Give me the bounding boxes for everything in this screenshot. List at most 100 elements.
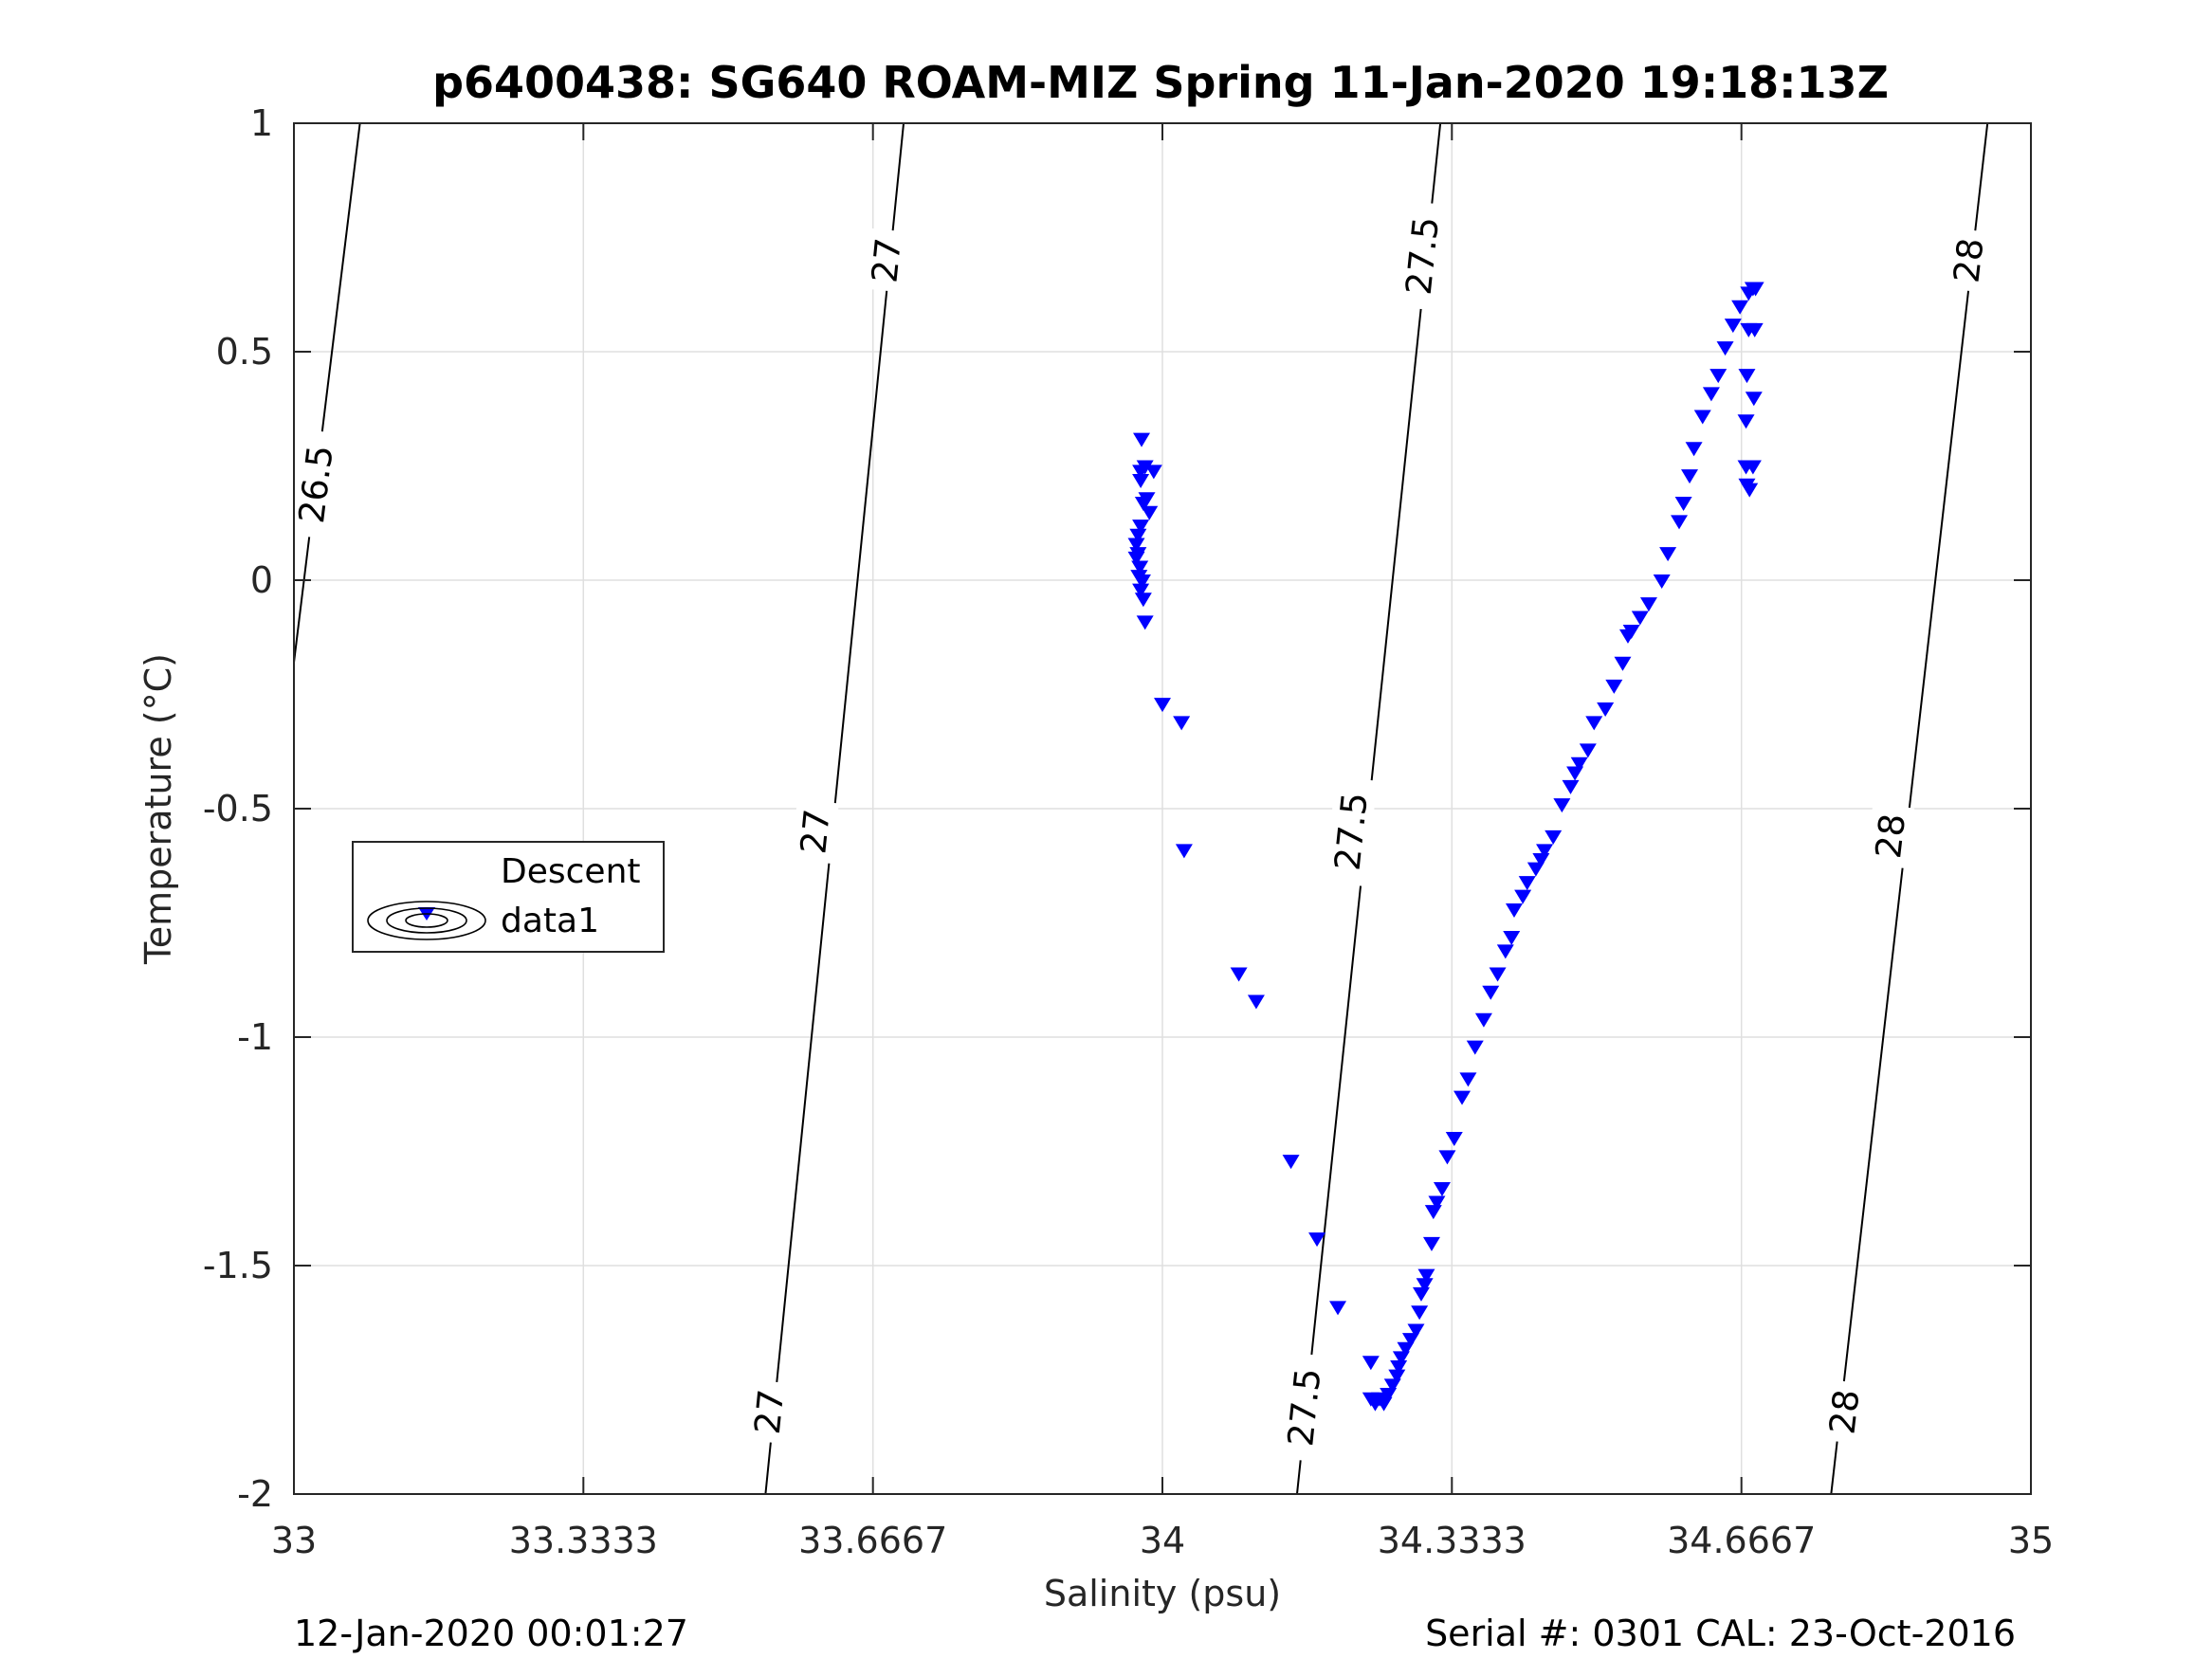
contour-label: 27.5	[1277, 1352, 1331, 1463]
descent-point	[1407, 1323, 1425, 1339]
svg-text:27.5: 27.5	[1327, 791, 1376, 872]
descent-point	[1681, 469, 1699, 484]
contour-label: 28	[1944, 228, 1993, 293]
y-tick-label: 1	[250, 102, 273, 144]
contour-label: 28	[1866, 803, 1915, 869]
legend-box	[352, 841, 665, 953]
chart-title: p6400438: SG640 ROAM-MIZ Spring 11-Jan-2…	[432, 57, 1889, 108]
descent-point	[1154, 698, 1171, 713]
descent-point	[1674, 497, 1692, 512]
descent-point	[1141, 505, 1159, 520]
x-tick-label: 35	[2008, 1520, 2054, 1561]
descent-point	[1133, 432, 1151, 447]
descent-point	[1716, 341, 1734, 356]
descent-point	[1496, 944, 1514, 959]
svg-text:26.5: 26.5	[291, 443, 341, 525]
descent-point	[1173, 716, 1191, 731]
density-contours: 26.5 27 27 27 27.5 27.5 27.5 28 28 28	[288, 122, 1993, 1495]
y-axis-label: Temperature (°C)	[137, 653, 179, 965]
y-tick-label: 0.5	[216, 331, 273, 373]
y-tick-label: -0.5	[203, 788, 273, 830]
descent-point	[1411, 1305, 1429, 1321]
descent-point	[1693, 410, 1711, 425]
descent-point	[1622, 625, 1640, 640]
svg-text:27: 27	[747, 1388, 793, 1436]
descent-point	[1329, 1301, 1347, 1316]
descent-point	[1132, 473, 1150, 488]
legend-contour-icon	[367, 901, 486, 940]
x-tick-label: 34	[1140, 1520, 1185, 1561]
descent-point	[1230, 967, 1248, 982]
descent-point	[1129, 528, 1147, 543]
descent-point	[1744, 460, 1762, 475]
descent-point	[1362, 1356, 1380, 1371]
descent-point	[1659, 547, 1677, 562]
descent-point	[1132, 583, 1150, 598]
descent-point	[1390, 1360, 1408, 1376]
x-tick-label: 33.6667	[798, 1520, 947, 1561]
descent-point	[1745, 392, 1763, 407]
svg-text:28: 28	[1822, 1387, 1868, 1436]
descent-point	[1433, 1182, 1451, 1197]
descent-point	[1545, 830, 1563, 845]
svg-text:27.5: 27.5	[1398, 215, 1447, 297]
x-tick-label: 34.3333	[1378, 1520, 1526, 1561]
descent-point	[1459, 1072, 1477, 1087]
descent-point	[1127, 538, 1145, 553]
x-tick-label: 34.6667	[1667, 1520, 1816, 1561]
descent-point	[1653, 574, 1671, 589]
descent-point	[1308, 1232, 1326, 1248]
descent-points	[1127, 282, 1764, 1412]
descent-point	[1397, 1341, 1415, 1357]
descent-point	[1144, 465, 1162, 480]
descent-point	[1428, 1195, 1446, 1211]
x-axis: 33 33.3333 33.6667 34 34.3333 34.6667 35	[271, 123, 2054, 1561]
contour-label: 27.5	[1396, 200, 1449, 311]
descent-point	[1737, 414, 1755, 429]
descent-point	[1445, 1132, 1463, 1147]
descent-point	[1746, 322, 1764, 337]
descent-point	[1518, 876, 1536, 891]
descent-point	[1131, 560, 1149, 575]
contour-label: 27	[744, 1379, 794, 1445]
descent-point	[1724, 319, 1742, 334]
descent-point	[1741, 483, 1759, 498]
descent-point	[1388, 1369, 1406, 1384]
descent-point	[1639, 597, 1657, 612]
contour-label: 27	[791, 799, 839, 865]
y-tick-label: -1.5	[203, 1245, 273, 1286]
descent-point	[1453, 1090, 1472, 1105]
descent-point	[1597, 702, 1615, 717]
descent-point	[1474, 1012, 1492, 1028]
descent-point	[1282, 1155, 1300, 1170]
contour-label: 28	[1819, 1378, 1869, 1445]
descent-point	[1132, 465, 1150, 480]
descent-point	[1614, 656, 1632, 671]
y-tick-label: -1	[237, 1016, 273, 1058]
descent-point	[1136, 615, 1154, 630]
descent-point	[1489, 967, 1507, 982]
x-axis-label: Salinity (psu)	[1044, 1573, 1281, 1614]
descent-point	[1605, 679, 1623, 694]
descent-point	[1685, 442, 1703, 457]
descent-point	[1570, 757, 1588, 772]
x-tick-label: 33	[271, 1520, 317, 1561]
descent-point	[1709, 369, 1728, 384]
isopycnal-26.5	[293, 122, 361, 663]
descent-point	[1175, 844, 1193, 859]
descent-point	[1127, 551, 1145, 566]
descent-point	[1671, 515, 1689, 530]
descent-point	[1631, 611, 1649, 626]
descent-point	[1702, 387, 1720, 402]
descent-point	[1731, 300, 1749, 315]
descent-point	[1526, 862, 1545, 877]
descent-point	[1466, 1040, 1484, 1055]
svg-text:28: 28	[1868, 811, 1913, 861]
descent-point	[1412, 1286, 1430, 1302]
descent-point	[1562, 779, 1580, 794]
descent-point	[1738, 369, 1756, 384]
legend-descent-label: Descent	[501, 852, 641, 891]
descent-point	[1553, 798, 1571, 813]
y-tick-label: -2	[237, 1473, 273, 1515]
